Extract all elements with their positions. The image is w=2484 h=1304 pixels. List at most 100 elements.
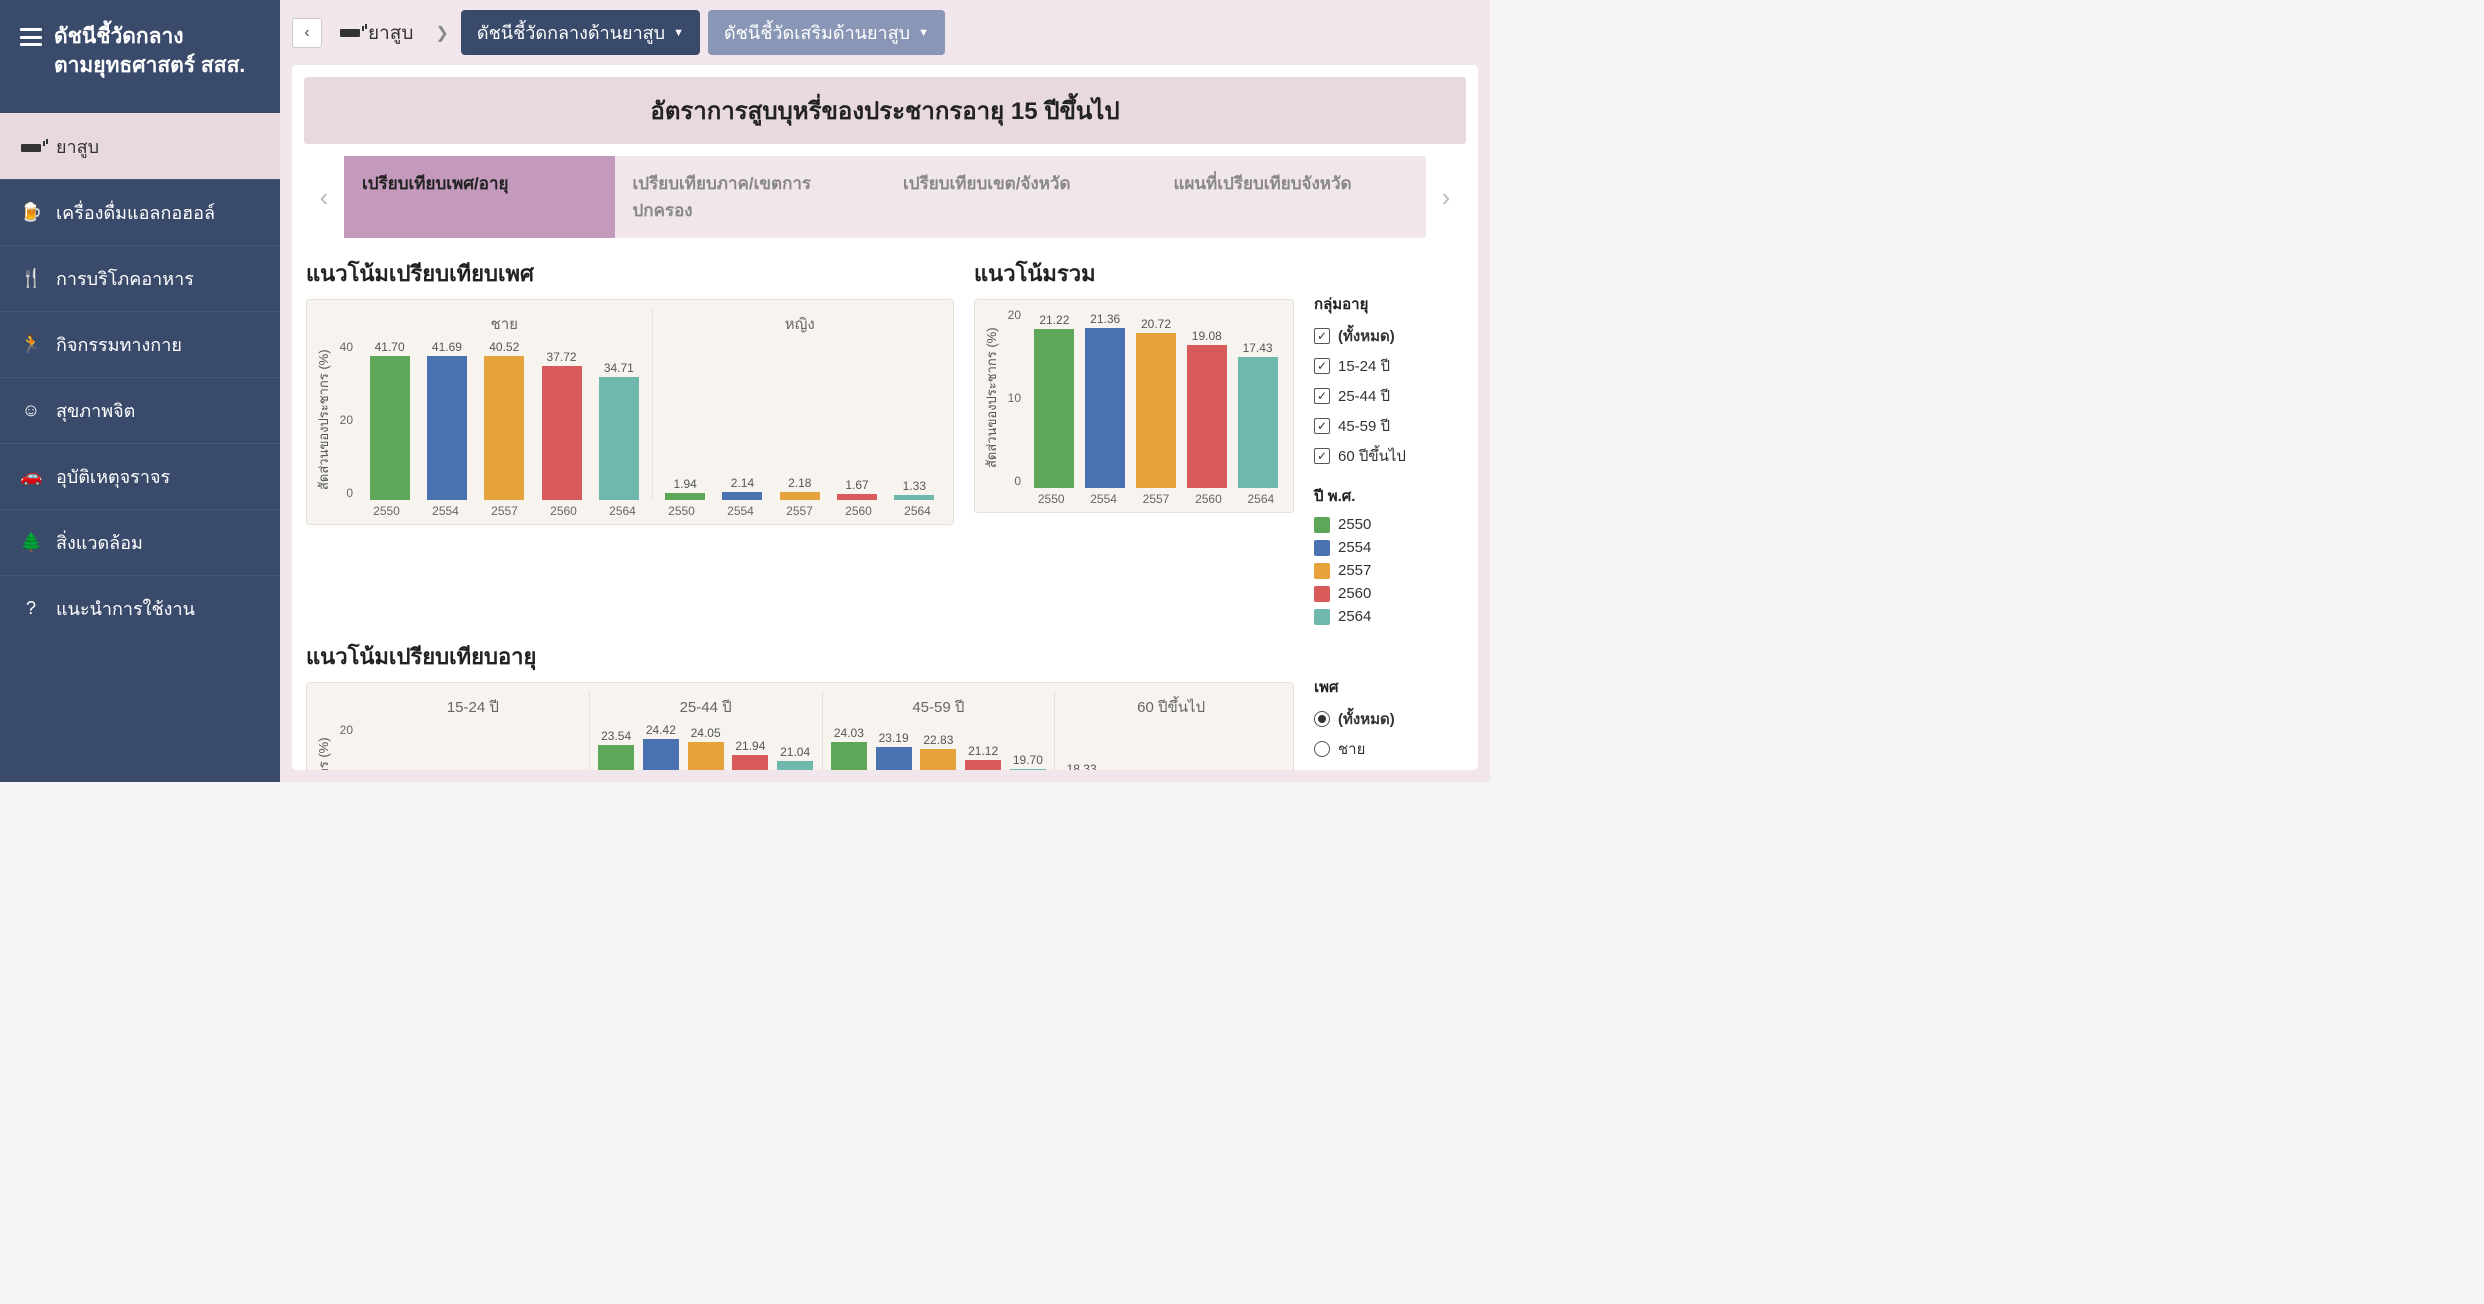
- bar-wrap: 19.08: [1181, 308, 1232, 488]
- tabs-next-button[interactable]: ›: [1426, 182, 1466, 213]
- bar-wrap: 21.36: [1080, 308, 1131, 488]
- bar-value-label: 40.52: [489, 340, 519, 354]
- chart-total: สัดส่วนของประชากร (%)0102021.2221.3620.7…: [974, 299, 1294, 513]
- bar-wrap: 1.94: [657, 340, 714, 500]
- bar[interactable]: [732, 755, 768, 770]
- bar[interactable]: [777, 761, 813, 770]
- breadcrumb-bar: ‹ ยาสูบ ❯ ดัชนีชี้วัดกลางด้านยาสูบ▼ดัชนี…: [280, 0, 1490, 65]
- bar[interactable]: [876, 747, 912, 770]
- checkbox-icon: ✓: [1314, 358, 1330, 374]
- bar[interactable]: [831, 742, 867, 770]
- legend-label: 45-59 ปี: [1338, 414, 1390, 438]
- tab-1[interactable]: เปรียบเทียบภาค/เขตการปกครอง: [615, 156, 886, 238]
- breadcrumb-root-label: ยาสูบ: [368, 18, 413, 48]
- bar[interactable]: [665, 493, 705, 500]
- bar[interactable]: [643, 739, 679, 770]
- sidebar-item-7[interactable]: ?แนะนำการใช้งาน: [0, 575, 280, 641]
- x-tick: 2554: [711, 500, 770, 518]
- legend-year-item[interactable]: 2557: [1314, 562, 1464, 579]
- bar[interactable]: [722, 492, 762, 500]
- legend-age-item[interactable]: ✓(ทั้งหมด): [1314, 324, 1464, 348]
- bar[interactable]: [484, 356, 524, 500]
- breadcrumb-pill-0[interactable]: ดัชนีชี้วัดกลางด้านยาสูบ▼: [461, 10, 700, 55]
- bar[interactable]: [1238, 357, 1278, 488]
- bar-wrap: 2.18: [771, 340, 828, 500]
- sidebar-item-label: กิจกรรมทางกาย: [56, 330, 182, 359]
- legend-label: หญิง: [1338, 767, 1368, 770]
- bar[interactable]: [1187, 345, 1227, 488]
- x-tick: 2557: [475, 500, 534, 518]
- legend-year-item[interactable]: 2554: [1314, 539, 1464, 556]
- legend-sex-item[interactable]: (ทั้งหมด): [1314, 707, 1464, 731]
- legend-age-item[interactable]: ✓25-44 ปี: [1314, 384, 1464, 408]
- bar-wrap: 34.71: [590, 340, 647, 500]
- legend-year-item[interactable]: 2564: [1314, 608, 1464, 625]
- tab-0[interactable]: เปรียบเทียบเพศ/อายุ: [344, 156, 615, 238]
- legend-year-item[interactable]: 2560: [1314, 585, 1464, 602]
- legend-label: (ทั้งหมด): [1338, 324, 1395, 348]
- breadcrumb-root[interactable]: ยาสูบ: [330, 18, 423, 48]
- sidebar-item-label: เครื่องดื่มแอลกอฮอล์: [56, 198, 215, 227]
- sidebar-item-6[interactable]: 🌲สิ่งแวดล้อม: [0, 509, 280, 575]
- bar[interactable]: [599, 377, 639, 500]
- bar-value-label: 19.70: [1013, 753, 1043, 767]
- bar[interactable]: [688, 742, 724, 770]
- bar[interactable]: [1136, 333, 1176, 488]
- bar[interactable]: [894, 495, 934, 500]
- legend-age-item[interactable]: ✓ 15-24 ปี: [1314, 354, 1464, 378]
- color-swatch: [1314, 540, 1330, 556]
- bar-wrap: 21.94: [728, 723, 773, 770]
- menu-icon[interactable]: [20, 28, 42, 46]
- bar-value-label: 34.71: [604, 361, 634, 375]
- legend-year-item[interactable]: 2550: [1314, 516, 1464, 533]
- tabs-prev-button[interactable]: ‹: [304, 182, 344, 213]
- content: อัตราการสูบบุหรี่ของประชากรอายุ 15 ปีขึ้…: [292, 65, 1478, 770]
- legend-sex-item[interactable]: หญิง: [1314, 767, 1464, 770]
- sidebar-item-2[interactable]: 🍴การบริโภคอาหาร: [0, 245, 280, 311]
- sidebar-item-4[interactable]: ☺สุขภาพจิต: [0, 377, 280, 443]
- sidebar-item-5[interactable]: 🚗อุบัติเหตุจราจร: [0, 443, 280, 509]
- legend-label: (ทั้งหมด): [1338, 707, 1395, 731]
- breadcrumb-back-button[interactable]: ‹: [292, 18, 322, 48]
- bar-value-label: 23.54: [601, 729, 631, 743]
- bar[interactable]: [1010, 769, 1046, 770]
- panel-header: 45-59 ปี: [823, 691, 1056, 723]
- x-tick: 2550: [1025, 488, 1077, 506]
- tab-3[interactable]: แผนที่เปรียบเทียบจังหวัด: [1156, 156, 1427, 238]
- x-tick: 2557: [770, 500, 829, 518]
- bar[interactable]: [920, 749, 956, 770]
- bar-wrap: 41.69: [418, 340, 475, 500]
- bar-wrap: 37.72: [533, 340, 590, 500]
- main: ‹ ยาสูบ ❯ ดัชนีชี้วัดกลางด้านยาสูบ▼ดัชนี…: [280, 0, 1490, 782]
- bar[interactable]: [542, 366, 582, 500]
- bar-wrap: 23.54: [594, 723, 639, 770]
- tabs: เปรียบเทียบเพศ/อายุเปรียบเทียบภาค/เขตการ…: [344, 156, 1426, 238]
- breadcrumb-pill-1[interactable]: ดัชนีชี้วัดเสริมด้านยาสูบ▼: [708, 10, 945, 55]
- sidebar-item-1[interactable]: 🍺เครื่องดื่มแอลกอฮอล์: [0, 179, 280, 245]
- tab-2[interactable]: เปรียบเทียบเขต/จังหวัด: [885, 156, 1156, 238]
- bar-value-label: 20.72: [1141, 317, 1171, 331]
- x-tick: 2554: [416, 500, 475, 518]
- sidebar-item-0[interactable]: ยาสูบ: [0, 113, 280, 179]
- bar[interactable]: [598, 745, 634, 770]
- legend-label: 15-24 ปี: [1338, 354, 1390, 378]
- legend-label: 60 ปีขึ้นไป: [1338, 444, 1406, 468]
- bar[interactable]: [370, 356, 410, 500]
- bar[interactable]: [965, 760, 1001, 770]
- bar[interactable]: [1085, 328, 1125, 488]
- legend-label: 25-44 ปี: [1338, 384, 1390, 408]
- bar[interactable]: [837, 494, 877, 500]
- chevron-down-icon: ▼: [918, 27, 929, 39]
- bar[interactable]: [780, 492, 820, 500]
- page-title-wrap: อัตราการสูบบุหรี่ของประชากรอายุ 15 ปีขึ้…: [304, 77, 1466, 144]
- legend-age-item[interactable]: ✓60 ปีขึ้นไป: [1314, 444, 1464, 468]
- bar[interactable]: [1034, 329, 1074, 488]
- legend-age-item[interactable]: ✓45-59 ปี: [1314, 414, 1464, 438]
- x-tick: 2560: [829, 500, 888, 518]
- bar[interactable]: [427, 356, 467, 500]
- nav-icon: 🍴: [20, 268, 42, 289]
- sidebar-item-3[interactable]: 🏃กิจกรรมทางกาย: [0, 311, 280, 377]
- legend-year-title: ปี พ.ศ.: [1314, 484, 1464, 508]
- chart-panel: 41.7041.6940.5237.7234.71: [357, 340, 653, 500]
- legend-sex-item[interactable]: ชาย: [1314, 737, 1464, 761]
